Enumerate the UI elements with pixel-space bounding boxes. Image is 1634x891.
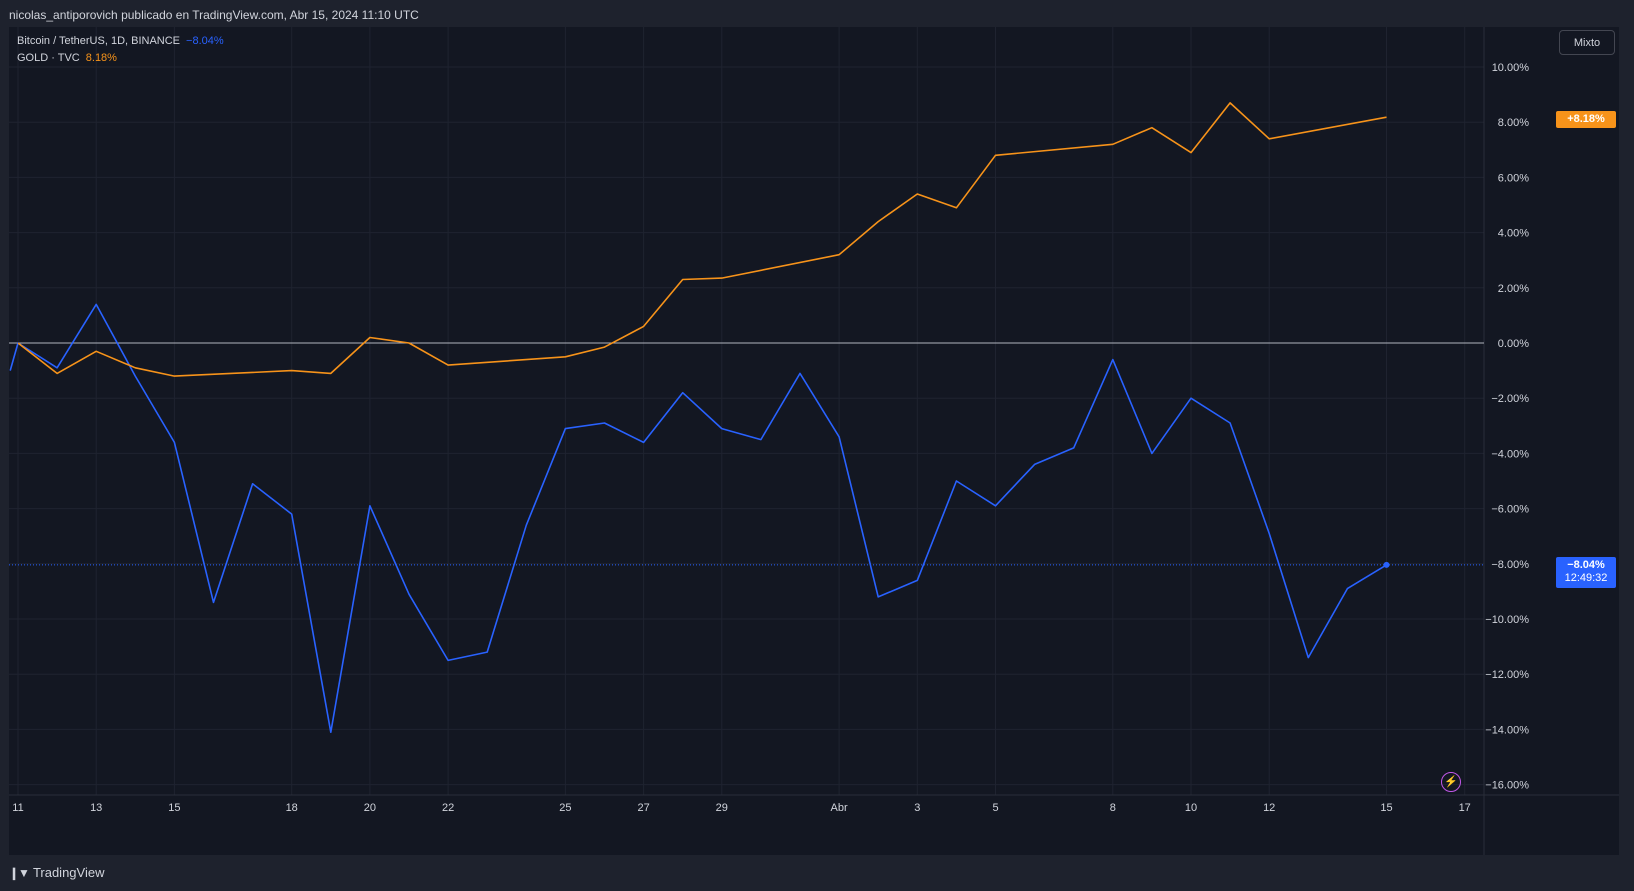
y-tick-label: 10.00% (1492, 62, 1530, 74)
y-tick-label: −16.00% (1485, 780, 1529, 792)
btc-countdown: 12:49:32 (1564, 572, 1608, 584)
legend-gold-value: 8.18% (85, 52, 117, 64)
y-tick-label: −8.00% (1491, 559, 1529, 571)
legend-gold-label: GOLD · TVC (17, 52, 80, 64)
scale-mode-button[interactable]: Mixto (1559, 30, 1615, 55)
y-tick-label: −12.00% (1485, 669, 1529, 681)
btc-last-point (1383, 561, 1390, 568)
x-tick-label: 15 (1380, 802, 1392, 814)
comparison-chart[interactable]: 10.00% 8.00% 6.00% 4.00% 2.00% 0.00% −2.00% −4.… (9, 27, 1619, 855)
gold-series-line (17, 102, 1387, 377)
y-tick-label: 8.00% (1498, 117, 1529, 129)
reference-lines (9, 342, 1484, 566)
legend-gold[interactable]: GOLD · TVC 8.18% (17, 52, 117, 64)
x-tick-label: 11 (12, 802, 23, 814)
x-tick-label: 12 (1263, 802, 1275, 814)
btc-series-line (9, 303, 1387, 734)
y-axis-labels: 10.00% 8.00% 6.00% 4.00% 2.00% 0.00% −2.00% −4.… (1485, 62, 1529, 792)
y-tick-label: −14.00% (1485, 724, 1529, 736)
x-axis-labels: 11 13 15 18 20 22 25 27 29 Abr 3 5 8 10 12 15 17 (12, 802, 1471, 814)
y-tick-label: −4.00% (1491, 448, 1529, 460)
legend-btc[interactable]: Bitcoin / TetherUS, 1D, BINANCE −8.04% (17, 35, 224, 47)
x-tick-label: 10 (1185, 802, 1197, 814)
gold-price-tag: +8.18% (1556, 111, 1616, 128)
publisher-header: nicolas_antiporovich publicado en Tradin… (0, 0, 1634, 27)
x-tick-label: 25 (559, 802, 571, 814)
x-tick-label: 17 (1459, 802, 1471, 814)
legend-btc-label: Bitcoin / TetherUS, 1D, BINANCE (17, 35, 181, 47)
x-tick-label: 27 (637, 802, 649, 814)
y-tick-label: 0.00% (1498, 338, 1529, 350)
grid-lines (9, 27, 1619, 855)
btc-price-tag: −8.04% 12:49:32 (1556, 557, 1616, 588)
logo-text: TradingView (32, 865, 105, 880)
y-tick-label: −6.00% (1491, 504, 1529, 516)
x-tick-label: 5 (992, 802, 998, 814)
publisher-text: nicolas_antiporovich publicado en Tradin… (9, 8, 419, 22)
x-tick-label: 8 (1110, 802, 1116, 814)
legend-btc-value: −8.04% (186, 35, 224, 47)
y-tick-label: 4.00% (1498, 228, 1529, 240)
x-tick-label: 18 (286, 802, 298, 814)
y-tick-label: −10.00% (1485, 614, 1529, 626)
y-tick-label: −2.00% (1491, 393, 1529, 405)
x-tick-label: 15 (168, 802, 180, 814)
x-tick-label: 20 (364, 802, 376, 814)
tradingview-logo[interactable]: ❙▼ TradingView (9, 865, 104, 880)
y-tick-label: 2.00% (1498, 283, 1529, 295)
x-tick-label: Abr (831, 802, 848, 814)
footer: ❙▼ TradingView (0, 855, 1634, 891)
x-tick-label: 13 (90, 802, 102, 814)
lightning-bolt-icon[interactable]: ⚡ (1441, 772, 1461, 792)
series-lines (9, 102, 1390, 734)
x-tick-label: 29 (716, 802, 728, 814)
x-tick-label: 22 (442, 802, 454, 814)
chart-panel[interactable]: 10.00% 8.00% 6.00% 4.00% 2.00% 0.00% −2.00% −4.… (9, 27, 1619, 855)
y-tick-label: 6.00% (1498, 172, 1529, 184)
x-tick-label: 3 (914, 802, 920, 814)
btc-price-value: −8.04% (1567, 559, 1605, 571)
tradingview-mark-icon: ❙▼ (9, 866, 30, 880)
